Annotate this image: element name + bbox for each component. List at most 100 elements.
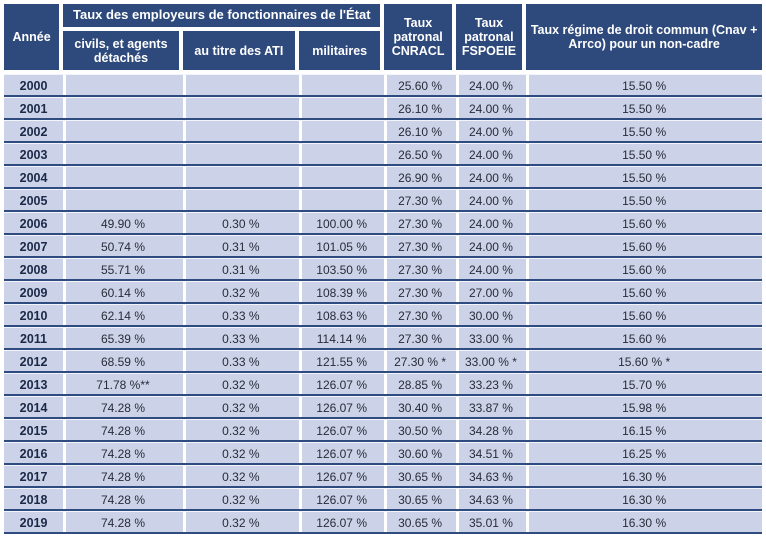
cell-annee: 2017: [4, 465, 64, 488]
cell-cnracl: 26.90 %: [384, 166, 456, 189]
cell-annee: 2008: [4, 258, 64, 281]
cell-droit-commun: 15.60 %: [526, 304, 762, 327]
cell-militaires: 126.07 %: [298, 488, 385, 511]
cell-droit-commun: 15.50 %: [526, 74, 762, 97]
cell-droit-commun: 15.98 %: [526, 396, 762, 419]
cell-droit-commun: 15.70 %: [526, 373, 762, 396]
cell-annee: 2005: [4, 189, 64, 212]
cell-fspoeie: 24.00 %: [455, 74, 527, 97]
cell-militaires: 114.14 %: [298, 327, 385, 350]
cell-fspoeie: 33.00 %: [455, 327, 527, 350]
cell-civils: 65.39 %: [63, 327, 183, 350]
table-row: 2010 62.14 % 0.33 % 108.63 % 27.30 % 30.…: [4, 304, 762, 327]
cell-cnracl: 27.30 %: [384, 235, 456, 258]
cell-annee: 2013: [4, 373, 64, 396]
table-row: 2012 68.59 % 0.33 % 121.55 % 27.30 % * 3…: [4, 350, 762, 373]
cell-droit-commun: 15.50 %: [526, 97, 762, 120]
cell-annee: 2010: [4, 304, 64, 327]
cell-ati: [182, 120, 299, 143]
cell-militaires: 108.39 %: [298, 281, 385, 304]
col-header-militaires: militaires: [298, 31, 385, 74]
cell-militaires: [298, 120, 385, 143]
cell-fspoeie: 24.00 %: [455, 97, 527, 120]
cell-droit-commun: 16.30 %: [526, 488, 762, 511]
cell-annee: 2000: [4, 74, 64, 97]
col-group-header-employeurs-etat: Taux des employeurs de fonctionnaires de…: [63, 4, 385, 31]
cell-ati: 0.33 %: [182, 327, 299, 350]
cell-annee: 2014: [4, 396, 64, 419]
cell-annee: 2007: [4, 235, 64, 258]
table-row: 2007 50.74 % 0.31 % 101.05 % 27.30 % 24.…: [4, 235, 762, 258]
cell-cnracl: 27.30 %: [384, 258, 456, 281]
cell-fspoeie: 24.00 %: [455, 166, 527, 189]
cell-annee: 2016: [4, 442, 64, 465]
cell-cnracl: 30.65 %: [384, 465, 456, 488]
rates-table: Année Taux des employeurs de fonctionnai…: [4, 4, 762, 534]
cell-fspoeie: 24.00 %: [455, 212, 527, 235]
cell-cnracl: 27.30 %: [384, 212, 456, 235]
cell-annee: 2004: [4, 166, 64, 189]
cell-annee: 2012: [4, 350, 64, 373]
cell-civils: 74.28 %: [63, 396, 183, 419]
cell-droit-commun: 15.60 %: [526, 281, 762, 304]
cell-militaires: 126.07 %: [298, 396, 385, 419]
cell-fspoeie: 33.87 %: [455, 396, 527, 419]
cell-ati: [182, 166, 299, 189]
cell-droit-commun: 15.60 %: [526, 235, 762, 258]
cell-fspoeie: 27.00 %: [455, 281, 527, 304]
table-row: 2014 74.28 % 0.32 % 126.07 % 30.40 % 33.…: [4, 396, 762, 419]
cell-civils: 74.28 %: [63, 488, 183, 511]
cell-civils: 50.74 %: [63, 235, 183, 258]
cell-ati: 0.32 %: [182, 281, 299, 304]
table-row: 2002 26.10 % 24.00 % 15.50 %: [4, 120, 762, 143]
cell-civils: 71.78 %**: [63, 373, 183, 396]
cell-militaires: [298, 166, 385, 189]
cell-civils: 68.59 %: [63, 350, 183, 373]
cell-militaires: [298, 189, 385, 212]
document-page: Année Taux des employeurs de fonctionnai…: [4, 4, 762, 534]
table-row: 2009 60.14 % 0.32 % 108.39 % 27.30 % 27.…: [4, 281, 762, 304]
cell-civils: 74.28 %: [63, 465, 183, 488]
cell-droit-commun: 15.50 %: [526, 143, 762, 166]
col-header-fspoeie: Taux patronal FSPOEIE: [455, 4, 527, 74]
table-row: 2017 74.28 % 0.32 % 126.07 % 30.65 % 34.…: [4, 465, 762, 488]
table-row: 2001 26.10 % 24.00 % 15.50 %: [4, 97, 762, 120]
cell-droit-commun: 15.50 %: [526, 166, 762, 189]
cell-ati: 0.32 %: [182, 488, 299, 511]
cell-droit-commun: 16.15 %: [526, 419, 762, 442]
cell-fspoeie: 30.00 %: [455, 304, 527, 327]
cell-droit-commun: 16.30 %: [526, 511, 762, 534]
cell-militaires: [298, 97, 385, 120]
cell-cnracl: 26.50 %: [384, 143, 456, 166]
cell-fspoeie: 35.01 %: [455, 511, 527, 534]
cell-droit-commun: 15.60 % *: [526, 350, 762, 373]
cell-ati: [182, 74, 299, 97]
cell-annee: 2019: [4, 511, 64, 534]
table-row: 2005 27.30 % 24.00 % 15.50 %: [4, 189, 762, 212]
cell-militaires: 126.07 %: [298, 373, 385, 396]
col-header-au-titre-des-ati: au titre des ATI: [182, 31, 299, 74]
cell-civils: [63, 166, 183, 189]
cell-ati: 0.32 %: [182, 511, 299, 534]
cell-civils: [63, 120, 183, 143]
cell-fspoeie: 24.00 %: [455, 120, 527, 143]
table-row: 2004 26.90 % 24.00 % 15.50 %: [4, 166, 762, 189]
cell-ati: [182, 189, 299, 212]
cell-ati: 0.32 %: [182, 373, 299, 396]
col-header-civils-agents-detaches: civils, et agents détachés: [63, 31, 183, 74]
cell-militaires: 103.50 %: [298, 258, 385, 281]
cell-civils: [63, 97, 183, 120]
table-row: 2013 71.78 %** 0.32 % 126.07 % 28.85 % 3…: [4, 373, 762, 396]
cell-fspoeie: 24.00 %: [455, 258, 527, 281]
cell-cnracl: 25.60 %: [384, 74, 456, 97]
col-header-annee: Année: [4, 4, 64, 74]
cell-cnracl: 26.10 %: [384, 120, 456, 143]
cell-fspoeie: 33.23 %: [455, 373, 527, 396]
cell-ati: 0.32 %: [182, 396, 299, 419]
cell-civils: 55.71 %: [63, 258, 183, 281]
table-header: Année Taux des employeurs de fonctionnai…: [4, 4, 762, 74]
cell-cnracl: 27.30 %: [384, 281, 456, 304]
cell-fspoeie: 34.51 %: [455, 442, 527, 465]
table-body: 2000 25.60 % 24.00 % 15.50 % 2001 26.10 …: [4, 74, 762, 534]
cell-fspoeie: 24.00 %: [455, 189, 527, 212]
